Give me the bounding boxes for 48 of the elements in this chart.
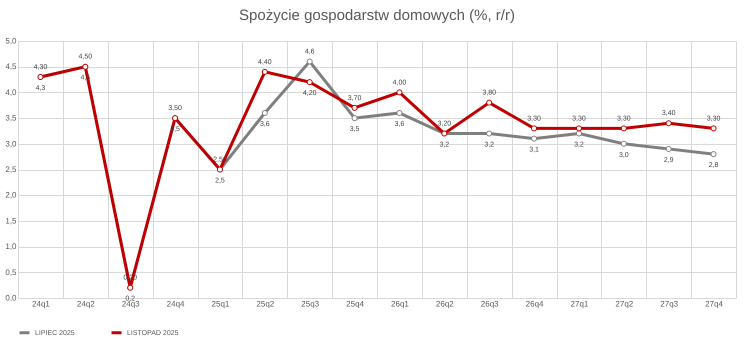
y-tick-label: 3,0 bbox=[5, 139, 18, 148]
y-tick-label: 5,0 bbox=[5, 36, 18, 46]
point bbox=[576, 125, 582, 132]
y-tick-label: 0,5 bbox=[5, 268, 18, 277]
x-tick-label: 26q2 bbox=[436, 300, 454, 308]
point bbox=[262, 110, 268, 116]
point bbox=[486, 130, 492, 137]
x-tick-label: 24q4 bbox=[166, 300, 186, 308]
point bbox=[352, 115, 358, 122]
x-tick-label: 24q1 bbox=[32, 300, 50, 308]
point bbox=[486, 100, 492, 106]
x-tick-label: 25q4 bbox=[346, 300, 365, 308]
x-tick-label: 27q3 bbox=[660, 300, 679, 308]
point bbox=[396, 110, 402, 116]
x-tick-label: 26q3 bbox=[480, 300, 500, 308]
point bbox=[531, 125, 538, 132]
x-tick-label: 27q2 bbox=[615, 300, 634, 308]
y-tick-label: 2,5 bbox=[5, 165, 18, 174]
point bbox=[306, 58, 313, 65]
chart-title: Spożycie gospodarstw domowych (%, r/r) bbox=[239, 7, 515, 24]
point bbox=[666, 146, 672, 152]
x-tick-label: 27q4 bbox=[705, 300, 724, 308]
y-tick-label: 0,0 bbox=[5, 294, 18, 302]
point bbox=[620, 140, 627, 147]
point bbox=[306, 79, 313, 86]
x-tick-label: 25q2 bbox=[256, 300, 275, 308]
y-tick-label: 3,5 bbox=[5, 114, 18, 123]
point bbox=[666, 120, 672, 126]
x-tick-label: 25q1 bbox=[212, 300, 230, 308]
point bbox=[352, 104, 358, 111]
x-tick-label: 26q1 bbox=[391, 300, 410, 308]
x-tick-label: 26q4 bbox=[526, 300, 544, 308]
y-tick-label: 4,5 bbox=[5, 62, 18, 72]
x-tick-label: 25q3 bbox=[301, 300, 320, 308]
y-tick-label: 1,5 bbox=[5, 216, 18, 226]
point bbox=[576, 130, 582, 137]
point bbox=[531, 136, 538, 142]
point bbox=[710, 151, 717, 158]
point bbox=[262, 68, 268, 75]
x-tick-label: 27q1 bbox=[570, 300, 589, 308]
point bbox=[620, 125, 627, 132]
y-tick-label: 4,0 bbox=[5, 88, 18, 97]
y-tick-label: 1,0 bbox=[5, 242, 18, 252]
point bbox=[396, 89, 402, 96]
x-tick-label: 24q3 bbox=[122, 300, 140, 308]
y-tick-label: 2,0 bbox=[5, 190, 18, 200]
point bbox=[710, 125, 717, 132]
x-tick-label: 24q2 bbox=[76, 300, 96, 308]
